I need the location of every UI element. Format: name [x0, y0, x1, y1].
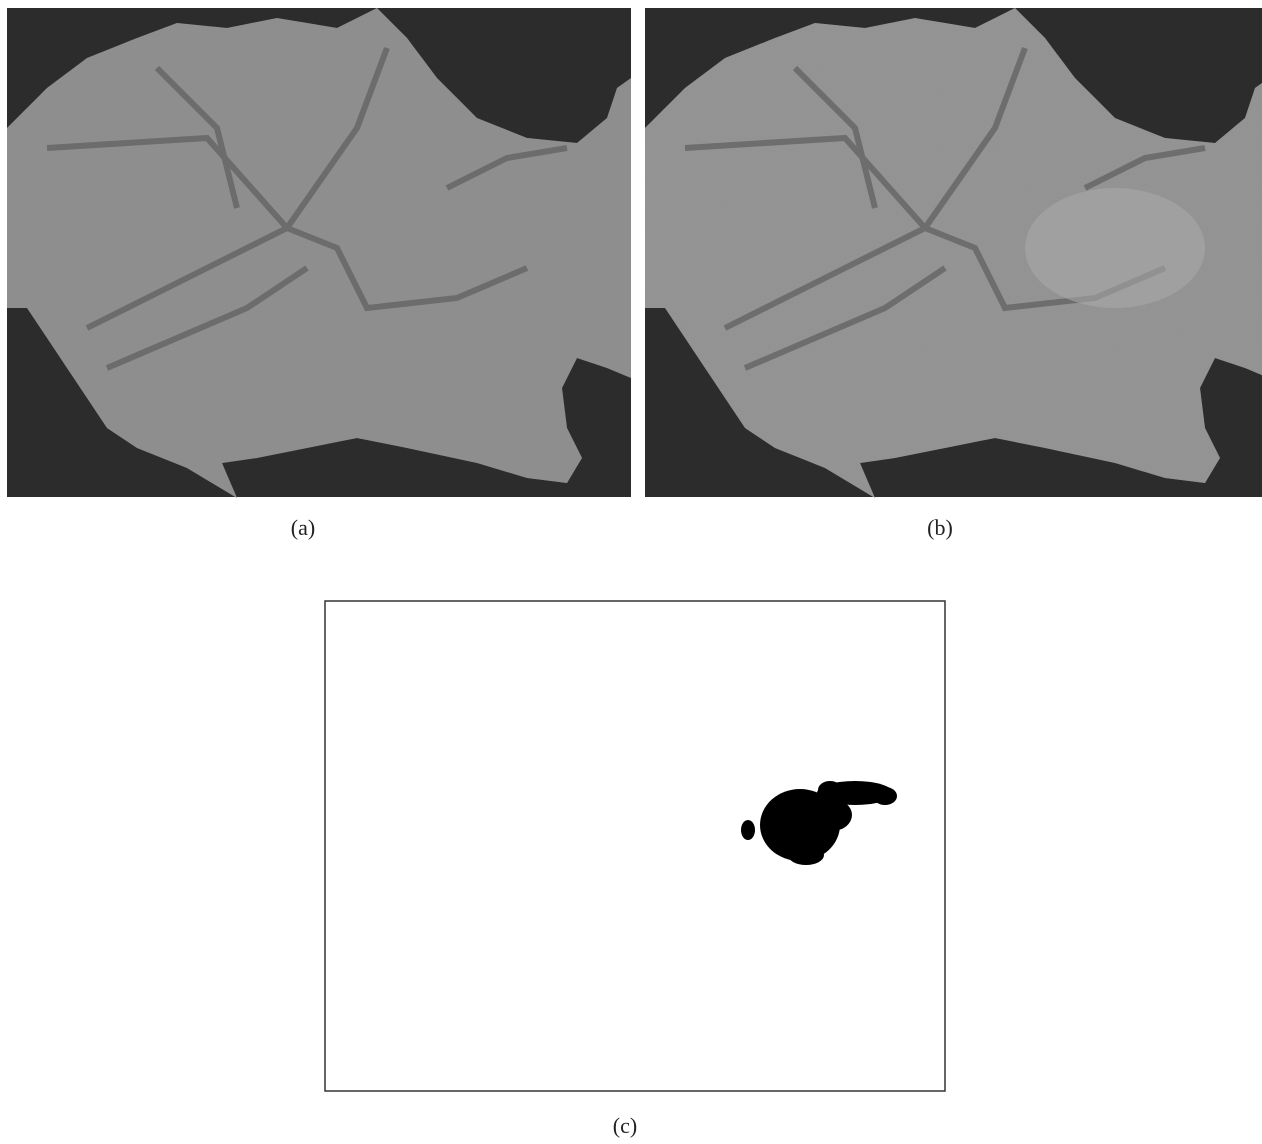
change-map: [324, 600, 946, 1092]
changed-area: [1025, 188, 1205, 308]
panel-label: (a): [291, 515, 315, 540]
panel-label: (c): [613, 1113, 637, 1138]
panel-a: (a): [7, 8, 631, 540]
panel-label: (b): [927, 515, 953, 540]
panel-b: (b): [645, 8, 1262, 540]
change-blob: [741, 781, 897, 865]
panel-c: (c): [324, 600, 946, 1138]
